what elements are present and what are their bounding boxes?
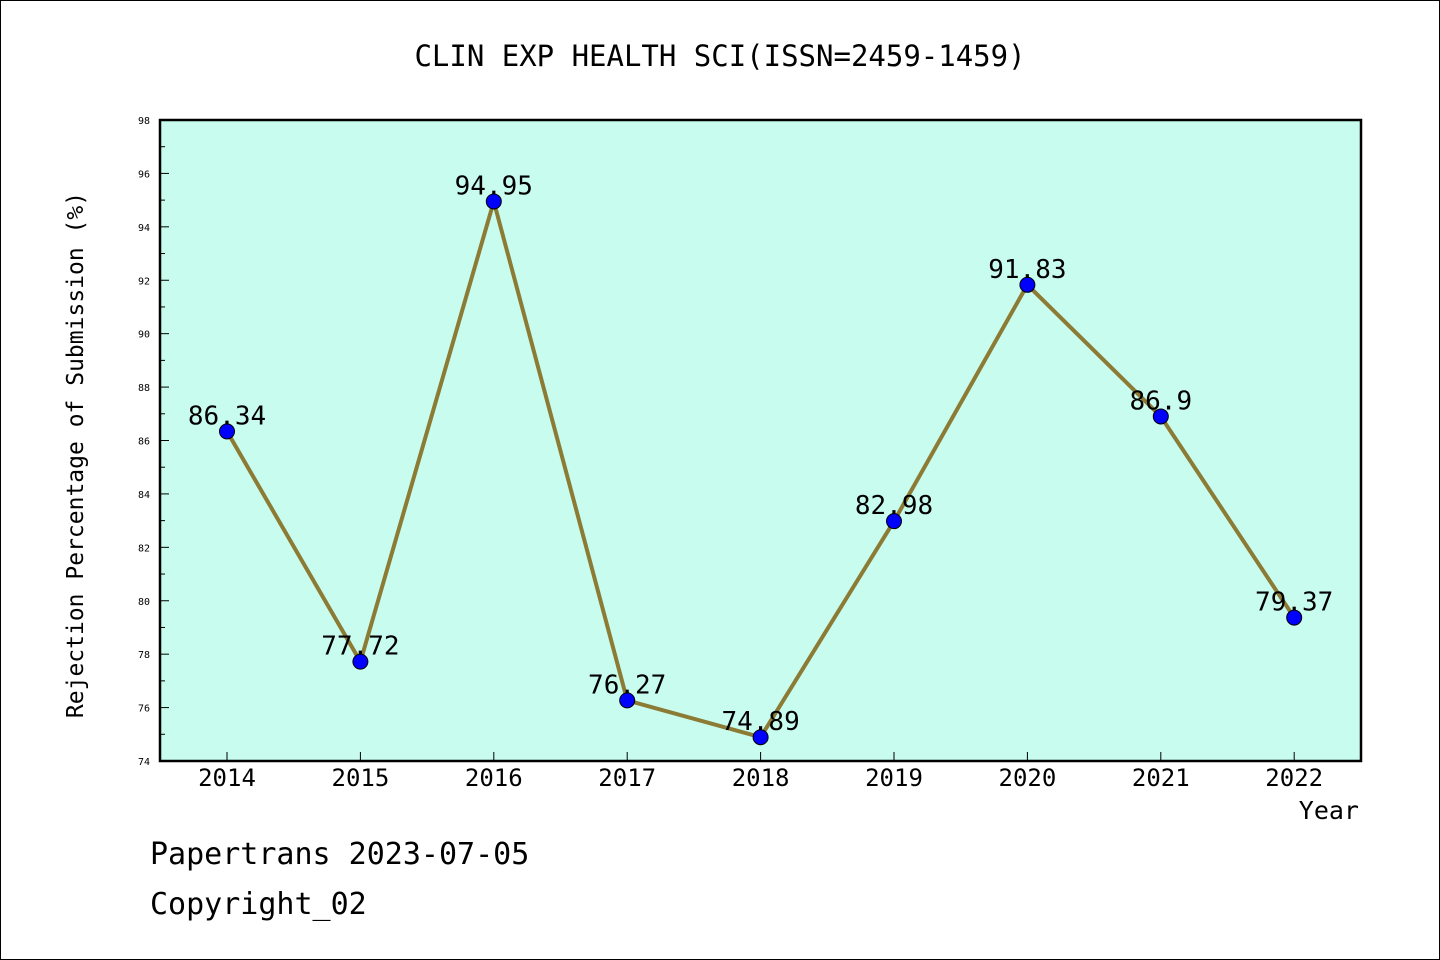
footer-date: Papertrans 2023-07-05 xyxy=(150,837,529,872)
plot-area xyxy=(160,120,1361,761)
x-tick-label: 2020 xyxy=(999,764,1057,792)
data-label: 86.9 xyxy=(1129,386,1192,416)
y-tick-label: 76 xyxy=(138,704,150,715)
y-tick-label: 82 xyxy=(138,543,150,554)
y-tick-label: 88 xyxy=(138,383,150,394)
data-point xyxy=(1019,276,1036,293)
data-label: 82.98 xyxy=(855,491,933,521)
data-label: 79.37 xyxy=(1255,588,1333,618)
chart-title: CLIN EXP HEALTH SCI(ISSN=2459-1459) xyxy=(414,39,1025,73)
y-tick-label: 96 xyxy=(138,169,150,180)
data-labels: 86.34 77.72 94.95 76.27 74.89 82.98 91.83 86.9 7… xyxy=(188,171,1333,737)
x-tick-label: 2015 xyxy=(332,764,390,792)
x-tick-label: 2017 xyxy=(598,764,656,792)
data-label: 74.89 xyxy=(721,707,799,737)
x-axis-label: Year xyxy=(1299,796,1359,825)
y-axis-label: Rejection Percentage of Submission (%) xyxy=(63,192,89,718)
x-axis-ticks: 2014 2015 2016 2017 2018 2019 2020 2021 2022 xyxy=(198,752,1323,792)
y-tick-label: 94 xyxy=(138,223,150,234)
footer-copyright: Copyright_02 xyxy=(150,887,367,922)
x-tick-label: 2018 xyxy=(732,764,790,792)
data-label: 86.34 xyxy=(188,401,266,431)
plot-border xyxy=(158,118,1363,763)
y-tick-label: 84 xyxy=(138,490,150,501)
data-label: 76.27 xyxy=(588,670,666,700)
data-label: 94.95 xyxy=(455,171,533,201)
data-point xyxy=(1152,408,1169,425)
y-tick-label: 78 xyxy=(138,650,150,661)
x-tick-label: 2016 xyxy=(465,764,523,792)
x-tick-label: 2022 xyxy=(1265,764,1323,792)
y-tick-label: 90 xyxy=(138,330,150,341)
data-label: 91.83 xyxy=(988,255,1066,285)
y-tick-label: 92 xyxy=(138,276,150,287)
x-tick-label: 2014 xyxy=(198,764,256,792)
y-tick-label: 74 xyxy=(138,757,150,768)
y-tick-label: 86 xyxy=(138,437,150,448)
x-tick-label: 2019 xyxy=(865,764,923,792)
y-tick-label: 80 xyxy=(138,597,150,608)
data-point xyxy=(485,193,502,210)
data-point xyxy=(219,423,235,440)
data-point xyxy=(886,513,902,530)
data-point xyxy=(1286,609,1303,626)
data-label: 77.72 xyxy=(321,632,399,662)
data-point xyxy=(352,653,369,670)
data-point xyxy=(619,692,636,709)
y-tick-label: 98 xyxy=(138,116,150,127)
series-rejection-rate xyxy=(219,193,1303,746)
x-tick-label: 2021 xyxy=(1132,764,1190,792)
data-point xyxy=(752,729,769,746)
